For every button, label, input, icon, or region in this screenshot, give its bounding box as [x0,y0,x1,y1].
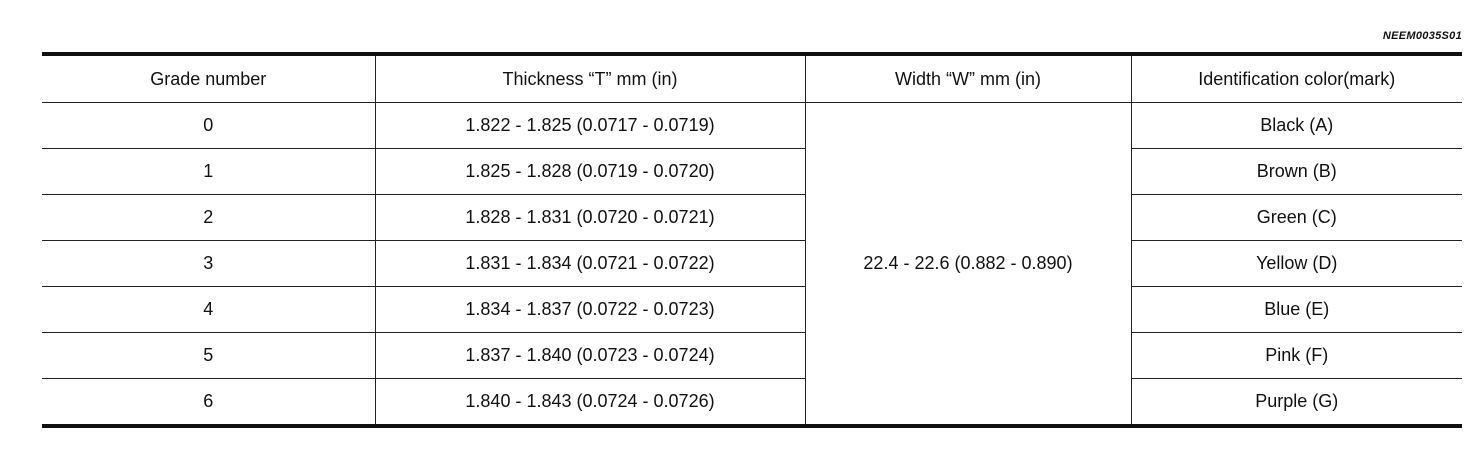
thickness-cell: 1.828 - 1.831 (0.0720 - 0.0721) [374,194,805,241]
thickness-cell: 1.840 - 1.843 (0.0724 - 0.0726) [374,378,805,426]
thickness-cell: 1.825 - 1.828 (0.0719 - 0.0720) [374,148,805,195]
grade-cell: 3 [42,240,375,287]
table-row: 0 1.822 - 1.825 (0.0717 - 0.0719) 22.4 - 2… [42,102,1462,426]
color-cell: Black (A) [1130,102,1462,149]
thickness-cell: 1.831 - 1.834 (0.0721 - 0.0722) [374,240,805,287]
grade-cell: 0 [42,102,375,149]
grade-cell: 4 [42,286,375,333]
header-cell: Grade number [42,54,375,103]
header-row: Grade number Thickness “T” mm (in) Width “… [42,54,1462,103]
table-row: 6 1.840 - 1.843 (0.0724 - 0.0726) Purple (… [42,378,1462,426]
color-cell: Pink (F) [1130,332,1462,379]
color-cell: Blue (E) [1130,286,1462,333]
width-cell: 22.4 - 22.6 (0.882 - 0.890) [804,102,1131,426]
table-row: 4 1.834 - 1.837 (0.0722 - 0.0723) Blue (E) [42,286,1462,333]
table-row: 3 1.831 - 1.834 (0.0721 - 0.0722) Yellow (… [42,240,1462,287]
document-code: NEEM0035S01 [1382,30,1462,42]
grade-cell: 1 [42,148,375,195]
thickness-cell: 1.822 - 1.825 (0.0717 - 0.0719) [374,102,805,149]
color-cell: Purple (G) [1130,378,1462,426]
thickness-cell: 1.837 - 1.840 (0.0723 - 0.0724) [374,332,805,379]
grade-cell: 5 [42,332,375,379]
color-cell: Green (C) [1130,194,1462,241]
grade-cell: 6 [203,391,214,411]
table-row: 5 1.837 - 1.840 (0.0723 - 0.0724) Pink (F) [42,332,1462,379]
table-row: 1 1.825 - 1.828 (0.0719 - 0.0720) Brown (B… [42,148,1462,195]
table-row: 2 1.828 - 1.831 (0.0720 - 0.0721) Green (C… [42,194,1462,241]
thickness-cell: 1.834 - 1.837 (0.0722 - 0.0723) [374,286,805,333]
color-cell: Brown (B) [1130,148,1462,195]
header-cell: Width “W” mm (in) [804,54,1131,103]
color-cell: Yellow (D) [1130,240,1462,287]
spec-table: Grade number Thickness “T” mm (in) Width “… [42,52,1462,428]
grade-cell: 2 [42,194,375,241]
header-cell: Identification color(mark) [1130,54,1462,103]
header-cell: Thickness “T” mm (in) [374,54,805,103]
